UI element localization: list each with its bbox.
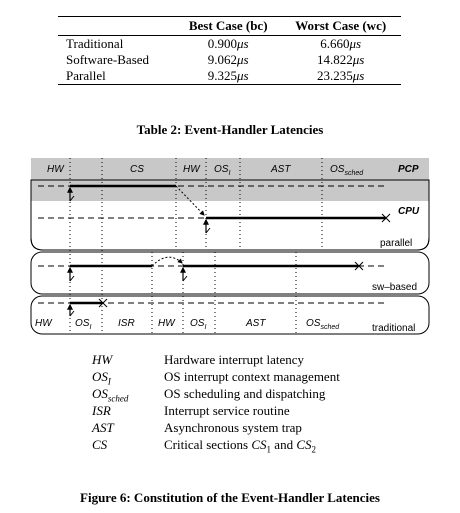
end-mark-traditional: [98, 298, 108, 308]
interrupt-arrow-sw-2: [180, 266, 188, 282]
label-osi-top: OSI: [214, 164, 230, 177]
traditional-panel: [30, 295, 430, 335]
legend-symbol: OSsched: [92, 386, 129, 404]
legend-symbol: OSI: [92, 369, 111, 387]
interrupt-arrow-cpu: [203, 218, 211, 234]
header-band: [31, 158, 429, 180]
legend-symbol: CS: [92, 437, 108, 452]
legend-desc: Hardware interrupt latency: [164, 352, 305, 367]
label-isr-bottom: ISR: [118, 318, 135, 329]
row-best: 0.900μs: [207, 36, 249, 51]
label-ast-bottom: AST: [245, 318, 266, 329]
interrupt-arrow-pcp: [67, 186, 75, 202]
row-name: Software-Based: [66, 52, 150, 67]
label-cs-top: CS: [130, 164, 144, 175]
label-hw2-top: HW: [183, 164, 201, 175]
table-header-best: Best Case (bc): [188, 18, 268, 33]
label-osi2-bottom: OSI: [190, 318, 206, 331]
row-worst: 23.235μs: [317, 68, 365, 83]
end-mark-sw: [354, 261, 364, 271]
interrupt-arrow-traditional: [67, 303, 75, 317]
signal-arrow: [175, 185, 205, 216]
legend-desc: Interrupt service routine: [164, 403, 290, 418]
legend-symbol: AST: [92, 420, 114, 435]
label-sw-based: sw–based: [372, 282, 417, 293]
label-ossched-top: OSsched: [330, 164, 364, 177]
table-row: Traditional 0.900μs 6.660μs: [58, 36, 401, 53]
row-best: 9.062μs: [207, 52, 249, 67]
table-header-worst: Worst Case (wc): [295, 18, 387, 33]
label-parallel: parallel: [380, 238, 412, 249]
row-name: Traditional: [66, 36, 124, 51]
latency-diagram: HW CS HW OSI AST OSsched PCP CPU paralle…: [30, 158, 430, 335]
end-mark-parallel: [381, 213, 391, 223]
legend-symbol: HW: [92, 352, 113, 367]
label-traditional: traditional: [372, 323, 415, 334]
label-pcp: PCP: [398, 164, 419, 175]
interrupt-arrow-sw-1: [67, 266, 75, 282]
guide-lines: [69, 158, 323, 334]
legend-symbol: ISR: [92, 403, 111, 418]
table-header-row: Best Case (bc) Worst Case (wc): [58, 16, 401, 36]
row-worst: 14.822μs: [317, 52, 365, 67]
legend-desc: OS scheduling and dispatching: [164, 386, 326, 401]
table-row: Parallel 9.325μs 23.235μs: [58, 68, 401, 85]
legend-desc: OS interrupt context management: [164, 369, 340, 384]
legend-desc: Asynchronous system trap: [164, 420, 302, 435]
row-best: 9.325μs: [207, 68, 249, 83]
figure-caption: Figure 6: Constitution of the Event-Hand…: [80, 490, 380, 505]
table-row: Software-Based 9.062μs 14.822μs: [58, 52, 401, 68]
latency-table: Best Case (bc) Worst Case (wc) Tradition…: [58, 16, 401, 85]
label-hw2-bottom: HW: [158, 318, 176, 329]
label-ast-top: AST: [270, 164, 291, 175]
sw-based-panel: [30, 251, 430, 295]
row-name: Parallel: [66, 68, 106, 83]
pcp-band: [31, 180, 429, 201]
legend-desc: Critical sections CS1 and CS2: [164, 437, 316, 455]
row-worst: 6.660μs: [320, 36, 362, 51]
label-hw-bottom: HW: [35, 318, 53, 329]
label-osi-bottom: OSI: [75, 318, 91, 331]
label-cpu: CPU: [398, 206, 420, 217]
label-ossched-bottom: OSsched: [306, 318, 340, 331]
table-caption: Table 2: Event-Handler Latencies: [136, 122, 324, 137]
label-hw-top: HW: [47, 164, 65, 175]
